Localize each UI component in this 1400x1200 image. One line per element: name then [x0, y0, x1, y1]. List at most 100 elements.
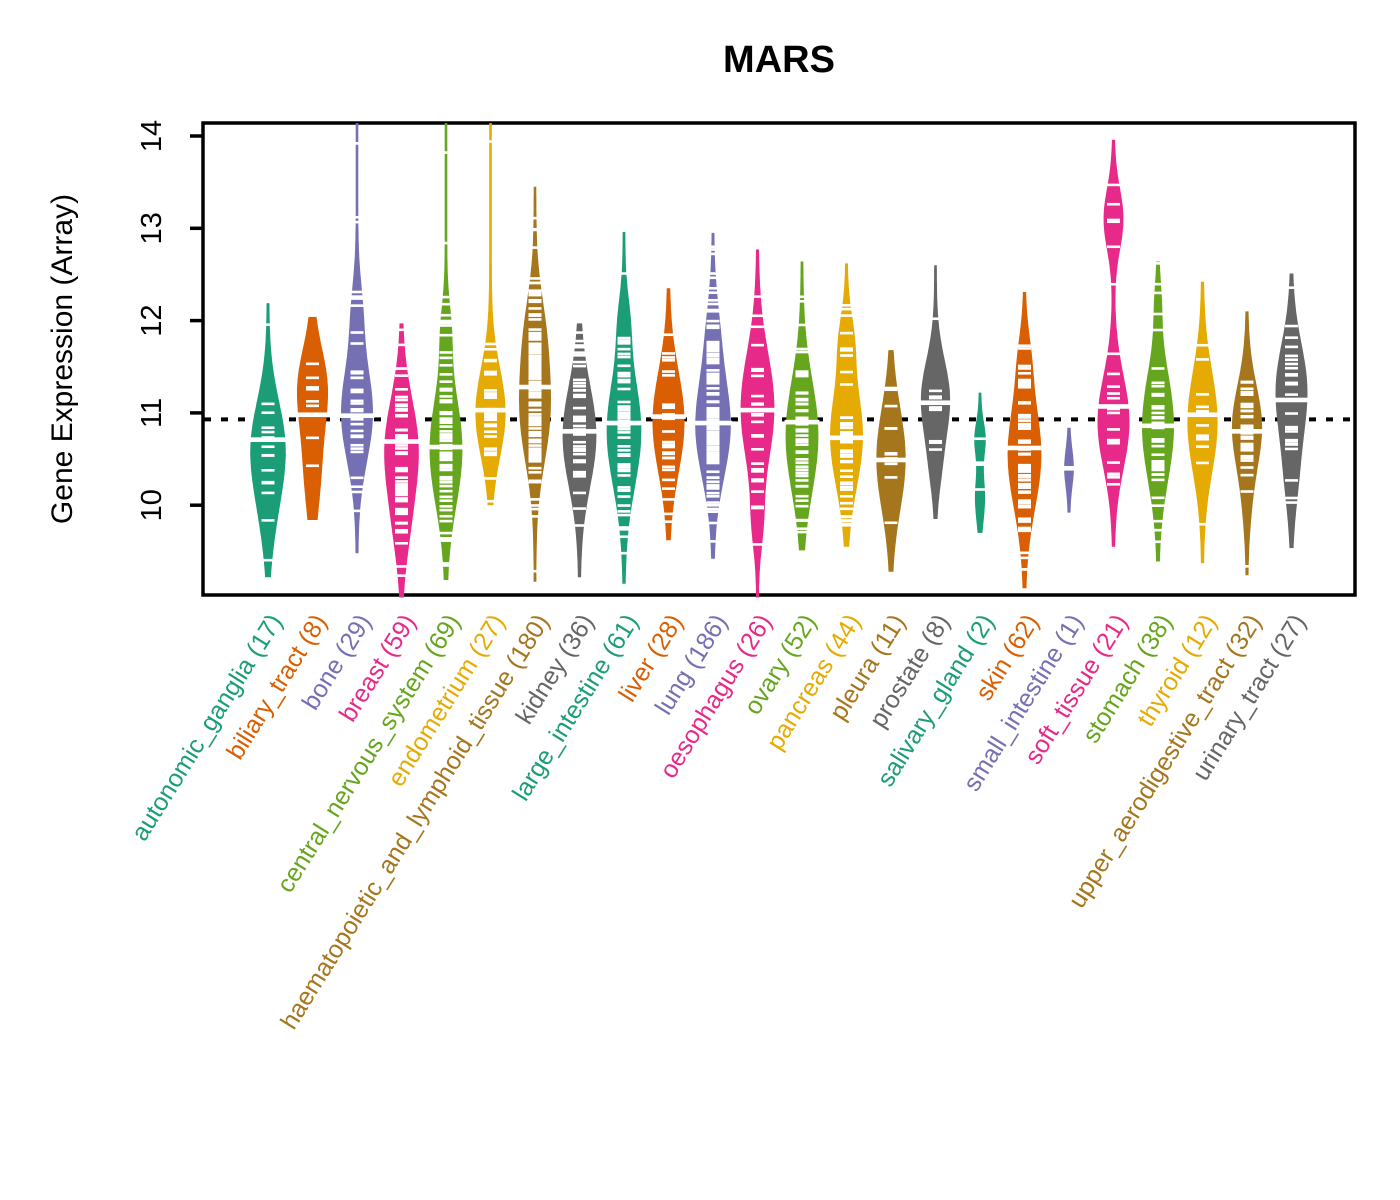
- data-tick: [706, 456, 720, 459]
- data-tick: [840, 485, 853, 489]
- data-tick: [439, 364, 453, 367]
- data-tick: [528, 498, 542, 501]
- data-tick: [617, 342, 631, 345]
- data-tick: [528, 438, 542, 442]
- data-tick: [1196, 522, 1209, 526]
- violins: [249, 123, 1309, 598]
- data-tick: [662, 440, 675, 444]
- data-tick: [528, 404, 542, 407]
- data-tick: [528, 515, 542, 518]
- data-tick: [1240, 445, 1254, 449]
- data-tick: [573, 345, 586, 349]
- data-tick: [1018, 422, 1031, 426]
- data-tick: [617, 371, 631, 375]
- data-tick: [706, 410, 720, 414]
- data-tick: [929, 441, 942, 445]
- data-tick: [617, 352, 631, 356]
- data-tick: [617, 469, 631, 473]
- data-tick: [350, 409, 364, 413]
- data-tick: [706, 476, 720, 479]
- data-tick: [706, 248, 720, 251]
- data-tick: [1151, 528, 1165, 532]
- data-tick: [528, 413, 542, 416]
- data-tick: [1018, 517, 1031, 521]
- data-tick: [1151, 415, 1165, 419]
- data-tick: [528, 348, 542, 352]
- data-tick: [1285, 447, 1298, 451]
- data-tick: [1240, 473, 1254, 477]
- data-tick: [528, 360, 542, 363]
- data-tick: [617, 431, 631, 434]
- chart-title: MARS: [723, 39, 835, 81]
- data-tick: [573, 378, 586, 382]
- data-tick: [706, 540, 720, 543]
- data-tick: [1151, 406, 1165, 410]
- data-tick: [706, 349, 720, 353]
- violin-urinary_tract: [1274, 273, 1309, 551]
- data-tick: [573, 344, 586, 347]
- data-tick: [261, 469, 275, 472]
- data-tick: [1285, 430, 1298, 433]
- data-tick: [350, 331, 364, 334]
- data-tick: [929, 448, 942, 451]
- data-tick: [573, 339, 586, 343]
- data-tick: [751, 403, 764, 406]
- data-tick: [573, 452, 586, 456]
- data-tick: [795, 519, 809, 522]
- data-tick: [1196, 424, 1209, 427]
- data-tick: [706, 412, 720, 416]
- data-tick: [1018, 380, 1031, 384]
- data-tick: [261, 445, 275, 449]
- data-tick: [1151, 519, 1165, 523]
- data-tick: [484, 394, 497, 398]
- violin-shape: [341, 123, 373, 554]
- data-tick: [706, 521, 720, 525]
- data-tick: [1240, 459, 1254, 462]
- data-tick: [1196, 437, 1209, 441]
- data-tick: [706, 437, 720, 440]
- data-tick: [840, 331, 853, 335]
- data-tick: [439, 420, 453, 423]
- data-tick: [840, 459, 853, 463]
- data-tick: [840, 519, 853, 523]
- data-tick: [439, 489, 453, 493]
- data-tick: [528, 333, 542, 337]
- data-tick: [795, 479, 809, 482]
- data-tick: [350, 390, 364, 394]
- data-tick: [840, 426, 853, 430]
- data-tick: [795, 527, 809, 531]
- data-tick: [617, 427, 631, 431]
- data-tick: [395, 398, 408, 402]
- median-line: [1186, 412, 1219, 418]
- data-tick: [1151, 262, 1165, 265]
- data-tick: [1240, 381, 1254, 384]
- data-tick: [1107, 428, 1120, 431]
- data-tick: [395, 452, 408, 456]
- data-tick: [662, 443, 675, 447]
- data-tick: [884, 476, 898, 479]
- violin-pancreas: [828, 263, 865, 547]
- data-tick: [528, 449, 542, 453]
- data-tick: [751, 462, 764, 465]
- median-line: [1230, 429, 1264, 434]
- median-line: [784, 419, 820, 425]
- data-tick: [1107, 245, 1120, 249]
- data-tick: [528, 418, 542, 422]
- data-tick: [395, 328, 408, 332]
- violin-breast: [383, 323, 420, 598]
- data-tick: [795, 429, 809, 433]
- data-tick: [1240, 403, 1254, 407]
- data-tick: [706, 291, 720, 294]
- data-tick: [528, 343, 542, 347]
- data-tick: [528, 331, 542, 335]
- data-tick: [617, 339, 631, 343]
- data-tick: [1018, 556, 1031, 560]
- data-tick: [1151, 504, 1165, 507]
- data-tick: [439, 495, 453, 499]
- data-tick: [1018, 475, 1031, 478]
- data-tick: [1151, 465, 1165, 468]
- data-tick: [395, 343, 408, 347]
- data-tick: [1285, 366, 1298, 370]
- data-tick: [751, 369, 764, 373]
- data-tick: [350, 142, 364, 145]
